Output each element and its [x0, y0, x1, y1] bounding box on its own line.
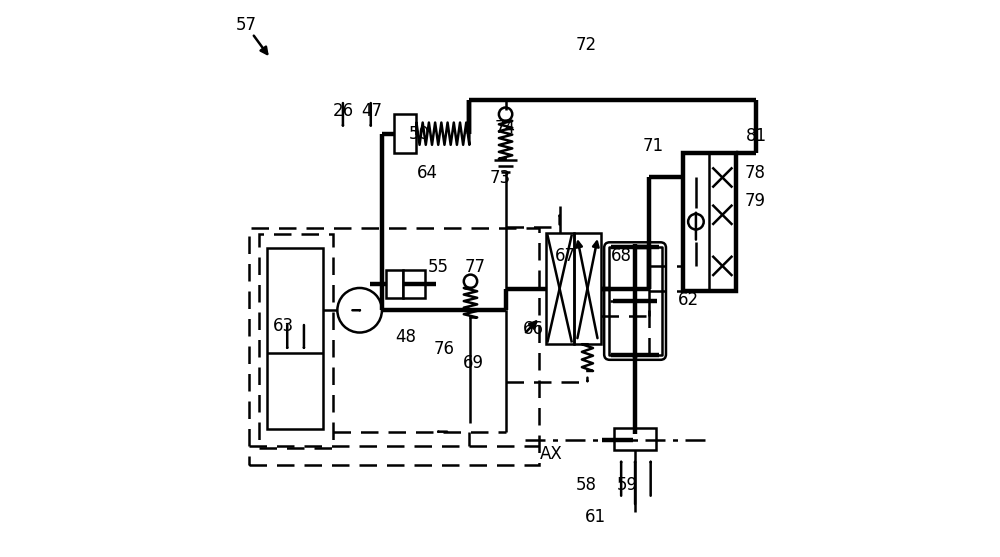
Bar [609, 247, 662, 355]
Text: 67: 67 [555, 247, 576, 265]
Bar [386, 270, 403, 298]
Text: 47: 47 [361, 102, 382, 120]
Text: 71: 71 [643, 137, 664, 155]
Text: 76: 76 [434, 340, 455, 358]
Bar [614, 428, 656, 450]
Text: 72: 72 [576, 36, 597, 53]
Text: 63: 63 [273, 317, 294, 335]
Text: 68: 68 [611, 247, 632, 265]
Bar [249, 228, 539, 465]
Text: 48: 48 [395, 328, 416, 346]
Bar [267, 248, 323, 429]
Text: 59: 59 [616, 476, 637, 494]
Text: 79: 79 [745, 192, 766, 209]
Text: 64: 64 [417, 164, 438, 182]
Text: 61: 61 [585, 508, 606, 526]
Text: 81: 81 [746, 128, 767, 145]
Text: 66: 66 [523, 320, 544, 338]
Text: 77: 77 [464, 258, 485, 276]
Text: 69: 69 [463, 354, 484, 372]
Text: 26: 26 [332, 102, 353, 120]
Text: 78: 78 [745, 164, 766, 182]
Bar [574, 233, 601, 344]
Text: 74: 74 [495, 119, 516, 137]
Text: 58: 58 [575, 476, 596, 494]
Bar [394, 114, 416, 153]
Bar [403, 270, 425, 298]
Text: AX: AX [540, 445, 563, 463]
Bar [259, 234, 333, 448]
Text: 62: 62 [678, 291, 699, 309]
Text: 55: 55 [428, 258, 449, 276]
Bar [546, 233, 574, 344]
Text: 50: 50 [409, 125, 430, 143]
Text: 73: 73 [489, 169, 511, 187]
Bar [683, 153, 736, 291]
Text: 57: 57 [236, 16, 257, 34]
